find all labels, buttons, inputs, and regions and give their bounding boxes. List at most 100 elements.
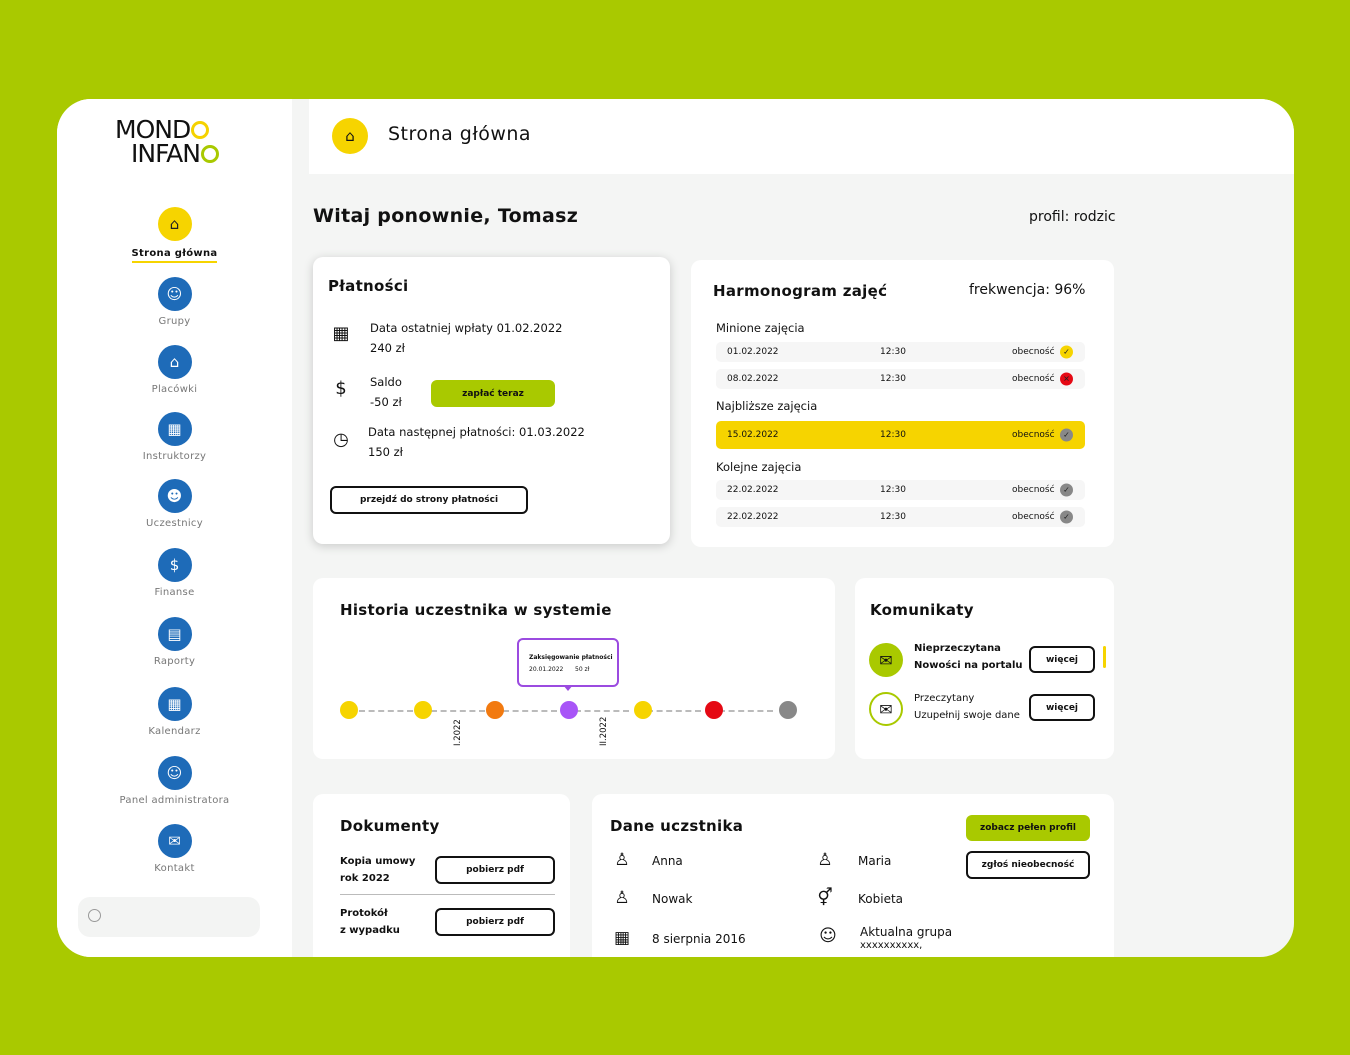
sidebar-item-label: Instruktorzy: [142, 451, 207, 462]
current-group: Aktualna grupa xxxxxxxxxx,: [860, 925, 953, 951]
sidebar-item-label: Raporty: [153, 656, 196, 667]
check-icon: ✓: [1060, 510, 1073, 524]
messages-card: Komunikaty ✉ Nieprzeczytana Nowości na p…: [855, 578, 1114, 759]
envelope-icon: ✉: [869, 643, 903, 677]
balance: Saldo -50 zł: [370, 375, 402, 409]
header: ⌂ Strona główna: [309, 99, 1294, 174]
contact-icon: ✉: [157, 824, 192, 858]
history-title: Historia uczestnika w systemie: [340, 601, 612, 619]
welcome-heading: Witaj ponownie, Tomasz: [313, 205, 579, 227]
table-row[interactable]: 22.02.2022 12:30 obecność ✓: [716, 507, 1085, 527]
document-item: Protokół z wypadku: [340, 908, 400, 936]
past-classes-label: Minione zajęcia: [716, 321, 805, 335]
timeline-dot[interactable]: [414, 701, 432, 719]
sidebar-item-admin[interactable]: ☺ Panel administratora: [57, 756, 292, 806]
timeline-tick-label: II.2022: [599, 716, 609, 746]
timeline-line: [503, 710, 557, 712]
sidebar-item-label: Finanse: [154, 587, 195, 598]
schedule-card: Harmonogram zajęć frekwencja: 96% Minion…: [691, 260, 1114, 547]
last-name: Nowak: [652, 892, 693, 906]
sidebar-item-groups[interactable]: ☺ Grupy: [57, 277, 292, 327]
next-classes-label: Kolejne zajęcia: [716, 460, 802, 474]
tooltip-arrow: [563, 685, 573, 691]
sidebar-item-instructors[interactable]: ▦ Instruktorzy: [57, 412, 292, 462]
report-absence-button[interactable]: zgłoś nieobecność: [966, 851, 1090, 879]
timeline-dot[interactable]: [560, 701, 578, 719]
sidebar: MOND INFAN ⌂ Strona główna ☺ Grupy ⌂ Pla…: [57, 99, 292, 957]
birth-date: 8 sierpnia 2016: [652, 932, 746, 946]
calendar-icon: ▦: [332, 323, 350, 344]
timeline-line: [719, 710, 773, 712]
table-row[interactable]: 22.02.2022 12:30 obecność ✓: [716, 480, 1085, 500]
messages-title: Komunikaty: [870, 601, 974, 619]
timeline-dot[interactable]: [340, 701, 358, 719]
timeline-line: [575, 710, 629, 712]
home-icon[interactable]: ⌂: [332, 118, 368, 154]
sidebar-item-label: Panel administratora: [119, 795, 230, 806]
payments-page-button[interactable]: przejdź do strony płatności: [330, 486, 528, 514]
participant-card: Dane uczstnika zobacz pełen profil zgłoś…: [592, 794, 1114, 957]
message-item: Przeczytany Uzupełnij swoje dane: [914, 693, 1020, 721]
sidebar-item-label: Grupy: [158, 316, 191, 327]
sidebar-item-label: Placówki: [151, 384, 198, 395]
reports-icon: ▤: [157, 617, 192, 651]
building-icon: ⌂: [157, 345, 192, 379]
divider: [340, 894, 555, 895]
timeline-dot[interactable]: [486, 701, 504, 719]
search-icon: [88, 909, 101, 922]
scrollbar[interactable]: [1103, 646, 1106, 668]
nearest-classes-label: Najbliższe zajęcia: [716, 399, 818, 413]
message-item: Nieprzeczytana Nowości na portalu: [914, 643, 1023, 671]
sidebar-item-contact[interactable]: ✉ Kontakt: [57, 824, 292, 874]
search-input[interactable]: [78, 897, 260, 937]
table-row[interactable]: 01.02.2022 12:30 obecność ✓: [716, 342, 1085, 362]
schedule-title: Harmonogram zajęć: [713, 282, 888, 300]
sidebar-item-facilities[interactable]: ⌂ Placówki: [57, 345, 292, 395]
download-pdf-button[interactable]: pobierz pdf: [435, 856, 555, 884]
full-profile-button[interactable]: zobacz pełen profil: [966, 815, 1090, 841]
participant-title: Dane uczstnika: [610, 817, 744, 835]
sidebar-item-reports[interactable]: ▤ Raporty: [57, 617, 292, 667]
calendar-icon: ▦: [613, 928, 631, 948]
gender-icon: ⚥: [817, 888, 833, 908]
finance-icon: $: [157, 548, 192, 582]
table-row[interactable]: 15.02.2022 12:30 obecność ✓: [716, 421, 1085, 449]
alarm-clock-icon: ◷: [333, 429, 349, 450]
sidebar-item-participants[interactable]: ☻ Uczestnicy: [57, 479, 292, 529]
instructor-icon: ▦: [157, 412, 192, 446]
group-icon: ☺: [819, 926, 837, 946]
payments-card: Płatności ▦ Data ostatniej wpłaty 01.02.…: [313, 257, 670, 544]
cross-icon: ✕: [1060, 372, 1073, 386]
person-icon: ♙: [614, 850, 630, 870]
sidebar-item-home[interactable]: ⌂ Strona główna: [57, 207, 292, 263]
sidebar-item-calendar[interactable]: ▦ Kalendarz: [57, 687, 292, 737]
more-button[interactable]: więcej: [1029, 694, 1095, 721]
pay-now-button[interactable]: zapłać teraz: [431, 380, 555, 407]
download-pdf-button[interactable]: pobierz pdf: [435, 908, 555, 936]
payments-title: Płatności: [328, 277, 409, 295]
profile-label: profil: rodzic: [1029, 209, 1116, 225]
sidebar-item-finance[interactable]: $ Finanse: [57, 548, 292, 598]
page-title: Strona główna: [388, 123, 532, 145]
document-item: Kopia umowy rok 2022: [340, 856, 416, 884]
check-icon: ✓: [1060, 345, 1073, 359]
documents-title: Dokumenty: [340, 817, 440, 835]
more-button[interactable]: więcej: [1029, 646, 1095, 673]
sidebar-item-label: Kalendarz: [148, 726, 201, 737]
timeline-dot[interactable]: [779, 701, 797, 719]
sidebar-item-label: Uczestnicy: [146, 518, 203, 529]
last-payment: Data ostatniej wpłaty 01.02.2022 240 zł: [370, 321, 563, 355]
gender: Kobieta: [858, 892, 904, 906]
table-row[interactable]: 08.02.2022 12:30 obecność ✕: [716, 369, 1085, 389]
timeline-dot[interactable]: [634, 701, 652, 719]
home-icon: ⌂: [157, 207, 192, 241]
documents-card: Dokumenty Kopia umowy rok 2022 pobierz p…: [313, 794, 570, 957]
parent-name: Maria: [858, 854, 892, 868]
group-icon: ☺: [157, 277, 192, 311]
timeline-dot[interactable]: [705, 701, 723, 719]
timeline-tick-label: I.2022: [453, 719, 463, 746]
first-name: Anna: [652, 854, 683, 868]
admin-icon: ☺: [157, 756, 192, 790]
next-payment: Data następnej płatności: 01.03.2022 150…: [368, 425, 585, 459]
person-icon: ♙: [614, 888, 630, 908]
